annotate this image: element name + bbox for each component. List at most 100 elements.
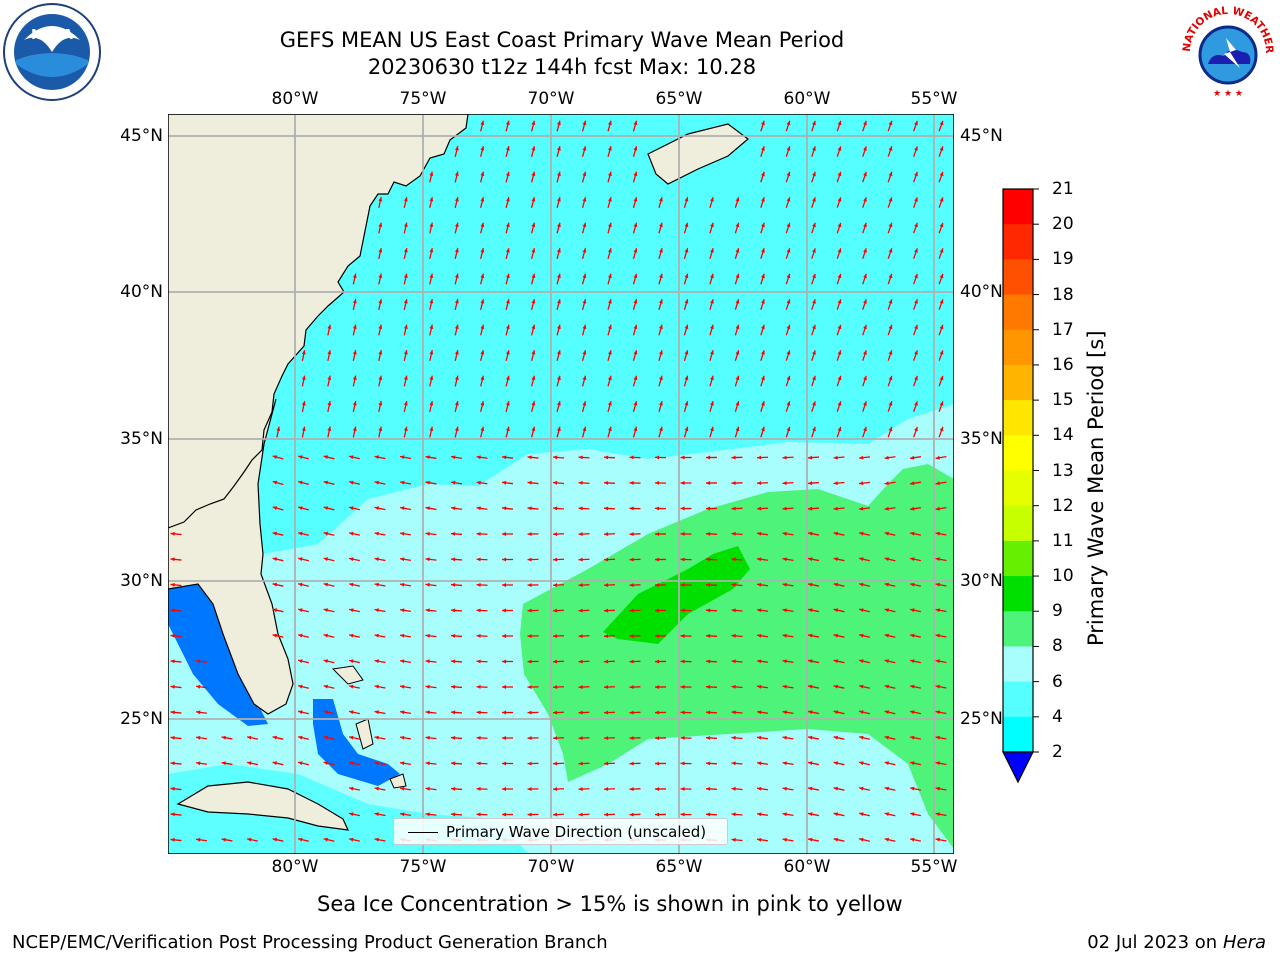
direction-arrow [374,480,386,485]
direction-arrow [734,273,740,285]
direction-arrow [378,273,383,285]
direction-arrow [450,455,463,460]
direction-arrow [734,375,740,387]
direction-arrow [552,532,565,537]
direction-arrow [862,299,867,310]
direction-arrow [760,146,765,157]
direction-arrow [556,324,561,336]
direction-arrow [705,455,718,460]
direction-arrow [607,146,612,157]
lon-label-bottom: 60°W [783,857,831,877]
direction-arrow [530,120,536,132]
direction-arrow [734,426,740,438]
direction-arrow [858,481,871,486]
direction-arrow [680,557,692,562]
direction-arrow [760,222,765,234]
direction-arrow [756,455,769,460]
direction-arrow [348,455,361,460]
direction-arrow [552,557,565,562]
lat-label-left: 40°N [120,282,163,302]
direction-arrow [654,634,667,638]
direction-arrow [429,349,434,362]
direction-arrow [782,531,794,536]
direction-arrow [348,659,361,664]
direction-arrow [785,120,791,132]
lon-label-top: 75°W [399,89,447,109]
direction-arrow [603,761,616,766]
direction-arrow [785,273,791,285]
direction-arrow [734,197,740,208]
direction-arrow [782,761,794,766]
direction-arrow [629,506,641,511]
direction-arrow [811,299,816,310]
direction-arrow [527,659,539,664]
direction-arrow [450,480,463,485]
direction-arrow [760,426,765,438]
direction-arrow [836,426,842,438]
direction-arrow [632,248,638,259]
direction-arrow [425,735,437,740]
direction-arrow [756,531,769,536]
direction-arrow [429,171,434,183]
direction-arrow [680,761,692,766]
direction-arrow [938,171,944,183]
direction-arrow [454,401,459,412]
colorbar-tick-label: 2 [1052,742,1063,762]
direction-arrow [731,735,743,740]
colorbar-swatch [1003,470,1033,507]
direction-arrow [935,710,947,715]
direction-arrow [454,273,459,285]
direction-arrow [680,532,692,536]
direction-arrow [378,298,383,311]
direction-arrow [480,299,485,310]
direction-arrow [833,582,845,587]
north-america-land [168,114,468,528]
direction-arrow [425,684,437,689]
colorbar-tick-label: 8 [1052,636,1063,657]
direction-arrow [807,633,820,638]
direction-arrow [654,455,667,460]
direction-arrow [884,531,896,536]
direction-arrow [603,583,616,588]
lat-label-left: 35°N [120,429,163,449]
cuba-land [176,781,349,831]
direction-arrow [581,273,587,285]
direction-arrow [756,557,769,562]
direction-arrow [603,685,616,690]
svg-text:NOAA: NOAA [31,28,73,43]
direction-arrow [221,837,233,842]
direction-arrow [348,761,361,766]
direction-arrow [297,633,310,638]
colorbar-swatch [1003,716,1033,753]
direction-arrow [632,146,638,157]
direction-arrow [756,582,769,587]
colorbar-swatch [1003,611,1033,647]
direction-arrow [297,735,310,740]
direction-arrow [807,837,820,842]
direction-arrow [709,426,714,438]
wave-direction-arrows [170,120,947,843]
direction-arrow [429,196,434,209]
direction-arrow [705,582,718,587]
direction-arrow [658,375,663,387]
direction-arrow [581,171,587,183]
direction-arrow [858,455,871,460]
direction-arrow [884,633,896,638]
direction-arrow [552,812,565,817]
direction-arrow [170,786,182,791]
direction-arrow [632,350,638,361]
direction-arrow [629,480,641,485]
nws-logo: NATIONAL WEATHER SERVICE ★ ★ ★ [1174,0,1278,102]
direction-arrow [607,248,612,259]
direction-arrow [454,171,459,183]
direction-arrow [807,659,820,664]
direction-arrow [527,532,539,536]
direction-arrow [756,735,769,740]
direction-arrow [505,248,510,259]
direction-arrow [632,324,638,336]
direction-arrow [323,455,335,460]
period-9-10-region [520,464,954,849]
direction-arrow [629,787,641,792]
direction-arrow [913,299,918,310]
lon-label-bottom: 80°W [271,857,319,877]
